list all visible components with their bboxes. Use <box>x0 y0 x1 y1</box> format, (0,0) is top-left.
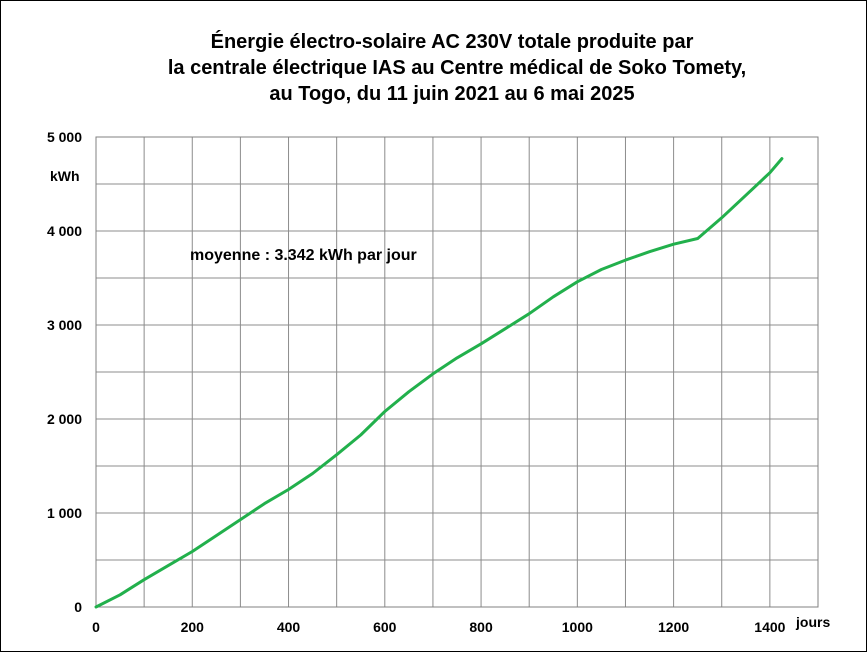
x-tick-label-0: 0 <box>92 619 100 635</box>
y-tick-label-5: 5 000 <box>47 129 82 145</box>
x-tick-label-2: 400 <box>277 619 301 635</box>
x-tick-label-1: 200 <box>181 619 205 635</box>
x-axis-label: jours <box>795 614 830 630</box>
chart-title-line-1: Énergie électro-solaire AC 230V totale p… <box>211 30 694 53</box>
x-tick-label-7: 1400 <box>754 619 785 635</box>
y-axis-label: kWh <box>50 168 80 184</box>
x-tick-label-3: 600 <box>373 619 397 635</box>
chart-title-line-3: au Togo, du 11 juin 2021 au 6 mai 2025 <box>269 83 634 105</box>
series-line-0 <box>94 157 784 609</box>
y-tick-label-3: 3 000 <box>47 317 82 333</box>
y-axis: 0 1 000 2 000 3 000 4 000 5 000 <box>47 129 82 615</box>
y-tick-label-4: 4 000 <box>47 223 82 239</box>
y-tick-label-1: 1 000 <box>47 505 82 521</box>
x-tick-label-6: 1200 <box>658 619 689 635</box>
x-tick-label-5: 1000 <box>562 619 593 635</box>
y-tick-label-0: 0 <box>74 599 82 615</box>
plot-area <box>95 136 819 608</box>
chart-title-line-2: la centrale électrique IAS au Centre méd… <box>168 57 746 79</box>
series-group <box>94 157 784 609</box>
y-tick-label-2: 2 000 <box>47 411 82 427</box>
grid <box>96 137 818 607</box>
x-axis: 0 200 400 600 800 1000 1200 1400 <box>92 619 786 635</box>
x-tick-label-4: 800 <box>469 619 493 635</box>
average-annotation: moyenne : 3.342 kWh par jour <box>190 247 417 264</box>
chart-title: Énergie électro-solaire AC 230V totale p… <box>168 30 746 105</box>
